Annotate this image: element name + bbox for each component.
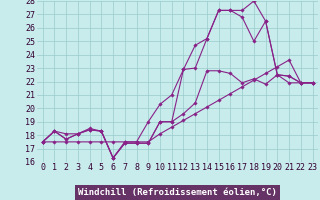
Text: Windchill (Refroidissement éolien,°C): Windchill (Refroidissement éolien,°C) [78,188,277,197]
